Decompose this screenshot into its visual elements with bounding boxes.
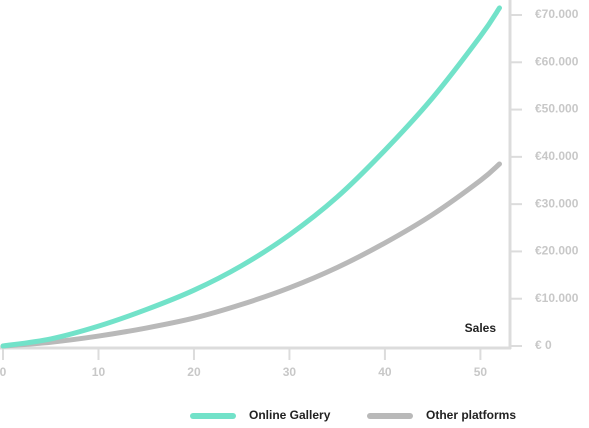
x-tick-label: 30	[283, 365, 297, 379]
x-tick-label: 20	[187, 365, 201, 379]
series-line	[0, 5, 502, 349]
series-line	[0, 161, 502, 349]
x-tick-label: 40	[378, 365, 392, 379]
y-tick-label: €20.000	[535, 244, 579, 258]
y-tick-label: €70.000	[535, 7, 579, 21]
legend-label: Other platforms	[426, 408, 516, 422]
y-tick-label: €50.000	[535, 102, 579, 116]
legend-label: Online Gallery	[249, 408, 331, 422]
x-tick-label: 10	[92, 365, 106, 379]
y-tick-label: €10.000	[535, 291, 579, 305]
y-tick-label: €40.000	[535, 149, 579, 163]
y-tick-label: €30.000	[535, 196, 579, 210]
annotation: Sales	[465, 321, 497, 335]
x-tick-label: 50	[474, 365, 488, 379]
x-tick-label: 0	[0, 365, 7, 379]
y-tick-label: €60.000	[535, 54, 579, 68]
y-tick-label: € 0	[535, 338, 552, 352]
